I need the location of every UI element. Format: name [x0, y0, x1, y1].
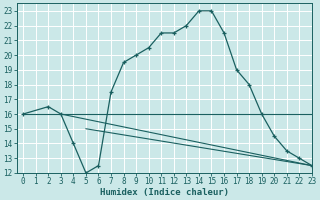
X-axis label: Humidex (Indice chaleur): Humidex (Indice chaleur)	[100, 188, 229, 197]
